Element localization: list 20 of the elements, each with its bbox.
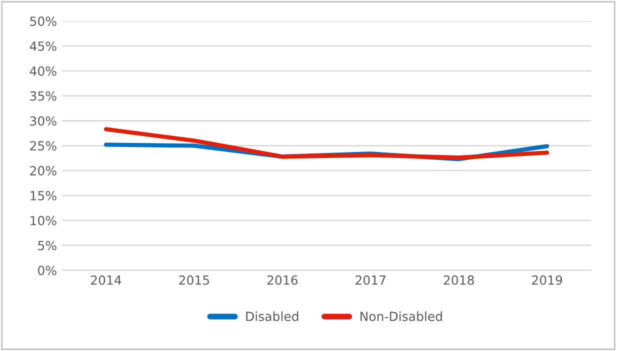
y-tick-label: 35% bbox=[30, 91, 56, 101]
x-tick-label: 2018 bbox=[444, 275, 474, 285]
legend-label: Non-Disabled bbox=[360, 311, 442, 322]
x-tick-label: 2016 bbox=[267, 275, 298, 285]
y-tick-label: 15% bbox=[30, 190, 56, 200]
x-tick-label: 2017 bbox=[356, 275, 386, 285]
x-tick-label: 2015 bbox=[179, 275, 210, 285]
y-tick-label: 10% bbox=[30, 216, 56, 226]
legend-label: Disabled bbox=[246, 311, 298, 322]
y-tick-label: 25% bbox=[30, 141, 56, 151]
y-tick-label: 50% bbox=[30, 16, 56, 26]
y-tick-label: 45% bbox=[30, 41, 56, 51]
line-series bbox=[104, 127, 550, 160]
y-tick-label: 40% bbox=[30, 66, 56, 76]
y-tick-label: 20% bbox=[30, 166, 56, 176]
y-tick-label: 5% bbox=[38, 240, 56, 250]
x-tick-label: 2014 bbox=[91, 275, 122, 285]
x-tick-label: 2019 bbox=[532, 275, 562, 285]
y-tick-label: 0% bbox=[38, 266, 56, 276]
y-tick-label: 30% bbox=[30, 116, 56, 126]
